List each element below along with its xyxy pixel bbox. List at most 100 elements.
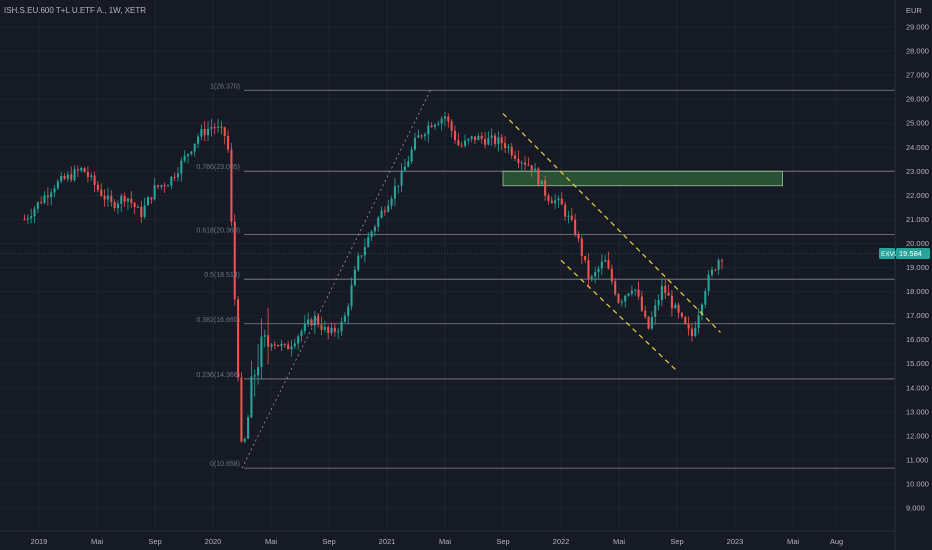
candle-body xyxy=(450,121,453,131)
candle-body xyxy=(270,344,273,347)
candle-body xyxy=(23,219,26,221)
x-tick-label: Mai xyxy=(439,537,451,546)
candlestick-series xyxy=(23,111,724,444)
candle-body xyxy=(220,126,223,128)
candle-body xyxy=(407,161,410,167)
candle-body xyxy=(210,127,213,129)
candle-body xyxy=(267,335,270,347)
grid-lines xyxy=(0,0,895,531)
candle-body xyxy=(277,344,280,347)
candle-body xyxy=(273,344,276,346)
candle-body xyxy=(487,137,490,145)
candle-body xyxy=(710,269,713,275)
fib-anchor-trendline xyxy=(241,90,431,469)
candle-body xyxy=(577,234,580,239)
candle-body xyxy=(567,215,570,217)
candle-body xyxy=(26,218,29,220)
candle-body xyxy=(720,260,724,262)
candle-body xyxy=(370,231,373,237)
candle-body xyxy=(243,438,246,442)
candle-body xyxy=(520,162,523,164)
candle-body xyxy=(413,137,416,150)
candle-body xyxy=(607,260,610,269)
candle-body xyxy=(647,316,650,329)
candle-body xyxy=(46,195,49,198)
candle-body xyxy=(180,160,183,174)
candle-body xyxy=(380,210,383,218)
candle-body xyxy=(150,197,153,200)
candle-body xyxy=(604,260,607,262)
y-tick-label: 15.000 xyxy=(906,359,929,368)
y-tick-label: 10.000 xyxy=(906,479,929,488)
candle-body xyxy=(440,118,443,124)
y-axis[interactable]: 9.000 10.000 11.000 12.000 13.000 14.000 15.00… xyxy=(906,23,929,513)
candle-body xyxy=(430,125,433,128)
candle-body xyxy=(360,255,363,257)
candle-body xyxy=(657,300,660,306)
candle-body xyxy=(640,296,643,311)
candle-body xyxy=(233,221,236,300)
candle-body xyxy=(417,135,420,138)
x-tick-label: Sep xyxy=(148,537,161,546)
candle-body xyxy=(500,137,503,144)
fibonacci-retracement[interactable] xyxy=(244,89,895,469)
candle-body xyxy=(190,151,193,155)
candle-body xyxy=(143,205,146,217)
x-tick-label: 2023 xyxy=(727,537,744,546)
candle-body xyxy=(100,189,103,196)
candle-body xyxy=(90,175,93,178)
candle-body xyxy=(213,127,216,129)
candle-body xyxy=(377,217,380,227)
candle-body xyxy=(196,136,200,144)
candle-body xyxy=(76,169,79,171)
candle-body xyxy=(186,154,190,156)
candle-body xyxy=(40,202,43,204)
candle-body xyxy=(684,316,687,324)
candle-body xyxy=(630,290,633,294)
candle-body xyxy=(373,226,376,232)
candle-body xyxy=(473,136,477,141)
candle-body xyxy=(323,326,326,330)
x-tick-label: Sep xyxy=(670,537,683,546)
candle-body xyxy=(667,292,670,296)
candle-body xyxy=(700,304,703,316)
price-tag-bg xyxy=(896,247,930,259)
candle-body xyxy=(670,295,673,309)
candle-body xyxy=(494,135,497,145)
candle-body xyxy=(597,268,600,273)
candle-body xyxy=(547,195,550,201)
candle-body xyxy=(463,140,467,146)
candle-body xyxy=(697,315,700,328)
y-tick-label: 18.000 xyxy=(906,287,929,296)
candle-body xyxy=(537,168,540,185)
y-tick-label: 28.000 xyxy=(906,47,929,56)
candle-body xyxy=(717,260,720,270)
symbol-tag-bg xyxy=(879,247,895,259)
x-tick-label: Sep xyxy=(496,537,509,546)
trendline-drawings[interactable] xyxy=(0,90,895,469)
y-tick-label: 17.000 xyxy=(906,311,929,320)
fib-level-label: 0.5(18.514) xyxy=(204,272,240,279)
fibonacci-labels: 1(26.370) 0.786(23.005) 0.618(20.368) 0.5(1… xyxy=(196,83,240,468)
fib-level-label: 0.382(16.660) xyxy=(196,317,240,324)
x-axis[interactable]: 2019 Mai Sep 2020 Mai Sep 2021 Mai Sep 2022 Mai Sep… xyxy=(31,537,844,546)
candle-body xyxy=(614,281,617,295)
candle-body xyxy=(347,306,350,316)
candle-body xyxy=(250,376,253,418)
candle-body xyxy=(303,323,306,332)
candle-body xyxy=(183,155,186,161)
candle-body xyxy=(120,195,123,204)
candle-body xyxy=(514,155,517,159)
candle-body xyxy=(297,336,300,344)
y-tick-label: 9.000 xyxy=(906,504,925,513)
candle-body xyxy=(617,294,620,303)
fib-level-label: 0(10.658) xyxy=(210,461,240,468)
candle-body xyxy=(113,202,116,209)
candle-body xyxy=(33,208,36,217)
resistance-zone[interactable] xyxy=(502,170,783,187)
candle-body xyxy=(43,195,46,203)
x-tick-label: Mai xyxy=(91,537,103,546)
candle-body xyxy=(253,375,256,377)
candle-body xyxy=(310,319,313,326)
